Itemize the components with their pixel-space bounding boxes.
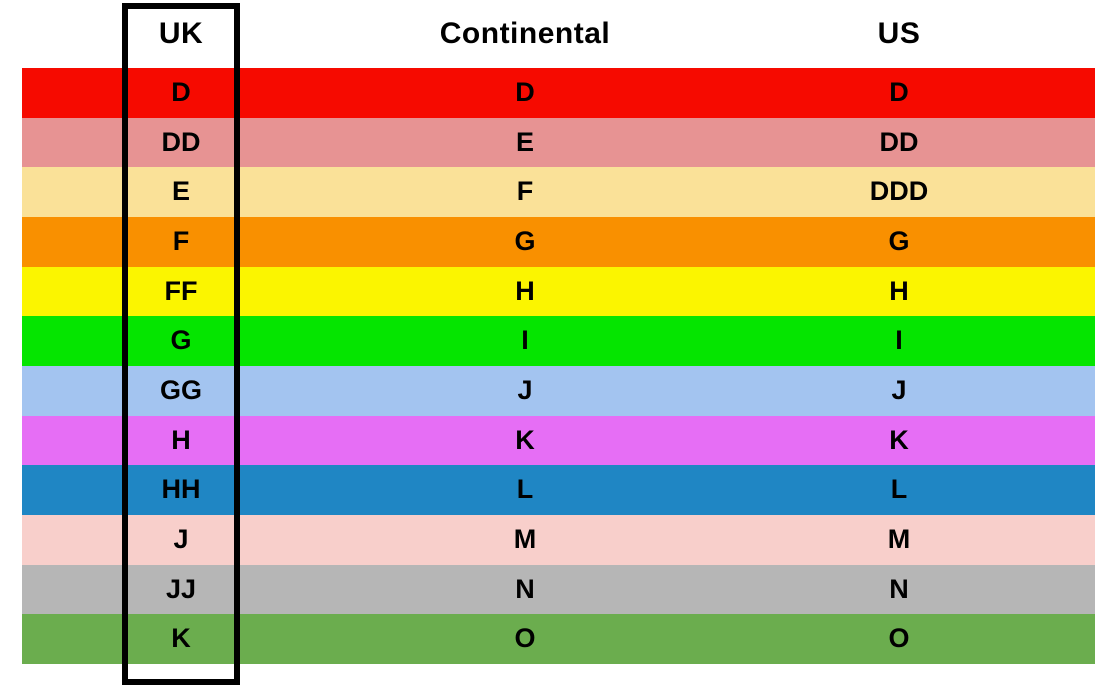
cell-continental: O bbox=[514, 623, 536, 654]
cell-continental: L bbox=[516, 474, 534, 505]
column-header-us: US bbox=[877, 17, 921, 50]
cell-us: O bbox=[888, 623, 910, 654]
cell-uk: H bbox=[171, 424, 191, 455]
cell-continental: M bbox=[513, 523, 537, 554]
cell-continental: D bbox=[515, 77, 535, 107]
table-row: GG J J bbox=[22, 365, 1095, 416]
cell-us: K bbox=[889, 424, 909, 455]
table-row: FF H H bbox=[22, 266, 1095, 317]
cell-us: H bbox=[889, 275, 909, 306]
cell-us: L bbox=[890, 474, 908, 505]
cell-continental: K bbox=[515, 424, 535, 455]
cell-uk: J bbox=[173, 523, 189, 554]
table-body: D D D DD E DD E F DDD F G G FF H H G I I GG J J H K K HH L L J M M JJ N… bbox=[22, 68, 1095, 664]
cell-us: I bbox=[895, 325, 903, 356]
cell-continental: G bbox=[514, 225, 536, 256]
cell-us: G bbox=[888, 225, 910, 256]
cell-us: DDD bbox=[869, 176, 929, 207]
table-row: DD E DD bbox=[22, 117, 1095, 168]
cell-us: D bbox=[889, 77, 909, 107]
cell-continental: F bbox=[516, 176, 534, 207]
cell-continental: E bbox=[515, 126, 534, 157]
cell-uk: DD bbox=[161, 126, 201, 157]
cell-us: DD bbox=[879, 126, 919, 157]
cell-uk: E bbox=[171, 176, 190, 207]
cell-uk: GG bbox=[159, 374, 202, 405]
column-header-continental: Continental bbox=[439, 17, 611, 50]
cell-continental: N bbox=[515, 573, 535, 604]
cell-uk: D bbox=[171, 77, 191, 107]
table-row: HH L L bbox=[22, 465, 1095, 515]
cell-us: M bbox=[887, 523, 911, 554]
cell-us: J bbox=[891, 374, 907, 405]
cell-uk: F bbox=[172, 225, 190, 256]
table-row: JJ N N bbox=[22, 564, 1095, 615]
cell-uk: K bbox=[171, 623, 191, 654]
cell-continental: J bbox=[517, 374, 533, 405]
column-header-uk: UK bbox=[158, 17, 204, 50]
cell-uk: HH bbox=[161, 474, 201, 505]
table-row: E F DDD bbox=[22, 167, 1095, 217]
cell-continental: H bbox=[515, 275, 535, 306]
table-header-row: UK Continental US bbox=[0, 0, 1116, 68]
cell-continental: I bbox=[521, 325, 529, 356]
cell-uk: FF bbox=[164, 275, 198, 306]
cell-uk: G bbox=[170, 325, 192, 356]
cell-uk: JJ bbox=[165, 573, 197, 604]
cell-us: N bbox=[889, 573, 909, 604]
